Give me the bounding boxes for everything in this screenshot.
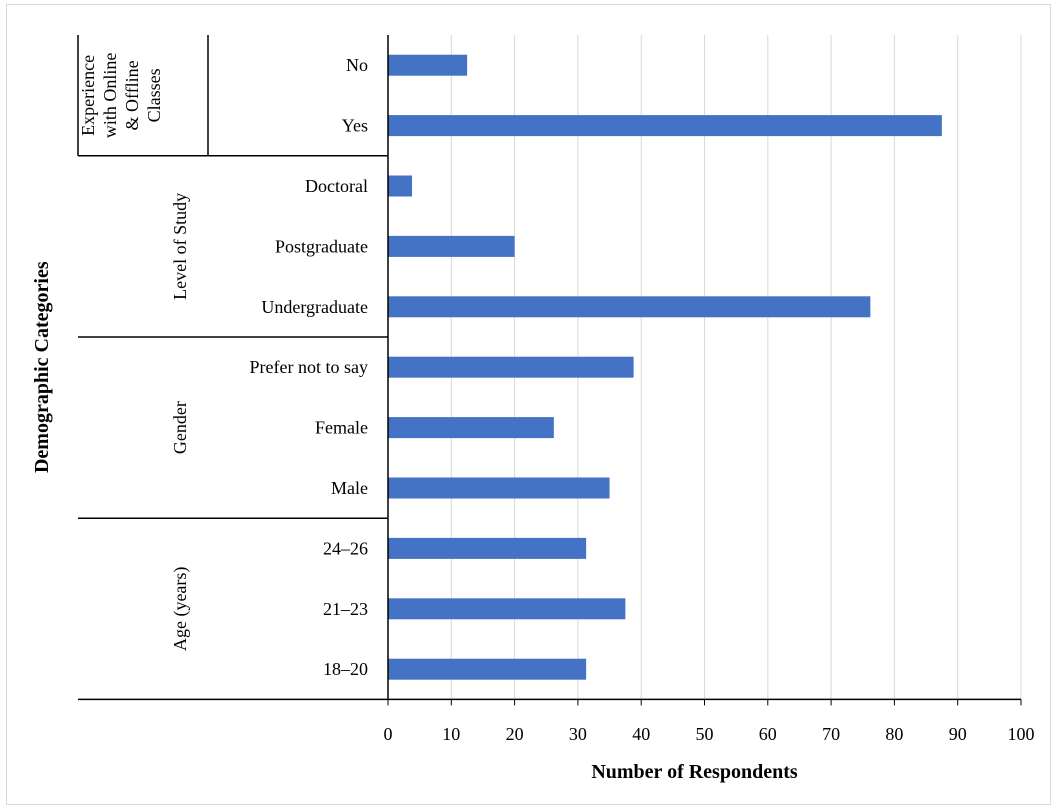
y-axis-title: Demographic Categories (31, 261, 53, 473)
x-tick-label: 0 (384, 724, 393, 744)
group-label-line: Age (years) (170, 567, 191, 651)
bar (388, 598, 626, 620)
x-tick-label: 60 (759, 724, 777, 744)
group-label: Level of Study (170, 193, 190, 300)
x-axis-title: Number of Respondents (591, 761, 798, 783)
x-tick-label: 90 (949, 724, 967, 744)
category-label: No (346, 55, 368, 75)
x-tick-label: 20 (506, 724, 524, 744)
category-label: Doctoral (305, 176, 368, 196)
bar (388, 54, 468, 76)
bar (388, 537, 587, 559)
group-label-line: Experience (78, 55, 98, 136)
x-tick-label: 10 (442, 724, 460, 744)
bars (388, 54, 942, 680)
x-tick-label: 100 (1008, 724, 1035, 744)
group-label: Experience with Online & Offline Classes (78, 53, 164, 139)
bar (388, 658, 587, 680)
category-label: Undergraduate (261, 297, 368, 317)
group-labels: Experience with Online & Offline Classes Lev… (78, 53, 191, 651)
group-label-line: Classes (144, 68, 164, 122)
bar (388, 235, 515, 257)
x-tick-label: 30 (569, 724, 587, 744)
group-label-line: with Online (100, 53, 120, 139)
bar (388, 356, 634, 378)
bar (388, 417, 554, 439)
bar (388, 477, 610, 499)
category-label: Prefer not to say (250, 357, 368, 377)
group-label-line: Gender (170, 401, 190, 454)
category-label: Female (315, 418, 368, 438)
category-label: 21–23 (323, 599, 368, 619)
category-label: 24–26 (323, 538, 368, 558)
category-label: 18–20 (323, 659, 368, 679)
group-dividers (77, 35, 1022, 706)
category-labels: No Yes Doctoral Postgraduate Undergraduate Pr… (250, 55, 368, 679)
category-label: Postgraduate (275, 236, 368, 256)
group-label: Age (years) (170, 567, 191, 651)
group-label-line: & Offline (122, 60, 142, 130)
x-tick-label: 80 (885, 724, 903, 744)
gridlines (450, 35, 1022, 700)
bar (388, 175, 413, 197)
x-tick-label: 50 (696, 724, 714, 744)
group-label: Gender (170, 401, 190, 454)
x-tick-labels: 0 10 20 30 40 50 60 70 80 90 100 (384, 724, 1035, 744)
category-label: Male (331, 478, 368, 498)
x-tick-label: 70 (822, 724, 840, 744)
x-tick-label: 40 (632, 724, 650, 744)
category-label: Yes (342, 116, 368, 136)
group-label-line: Level of Study (170, 193, 190, 300)
bar (388, 115, 942, 137)
bar (388, 296, 871, 318)
